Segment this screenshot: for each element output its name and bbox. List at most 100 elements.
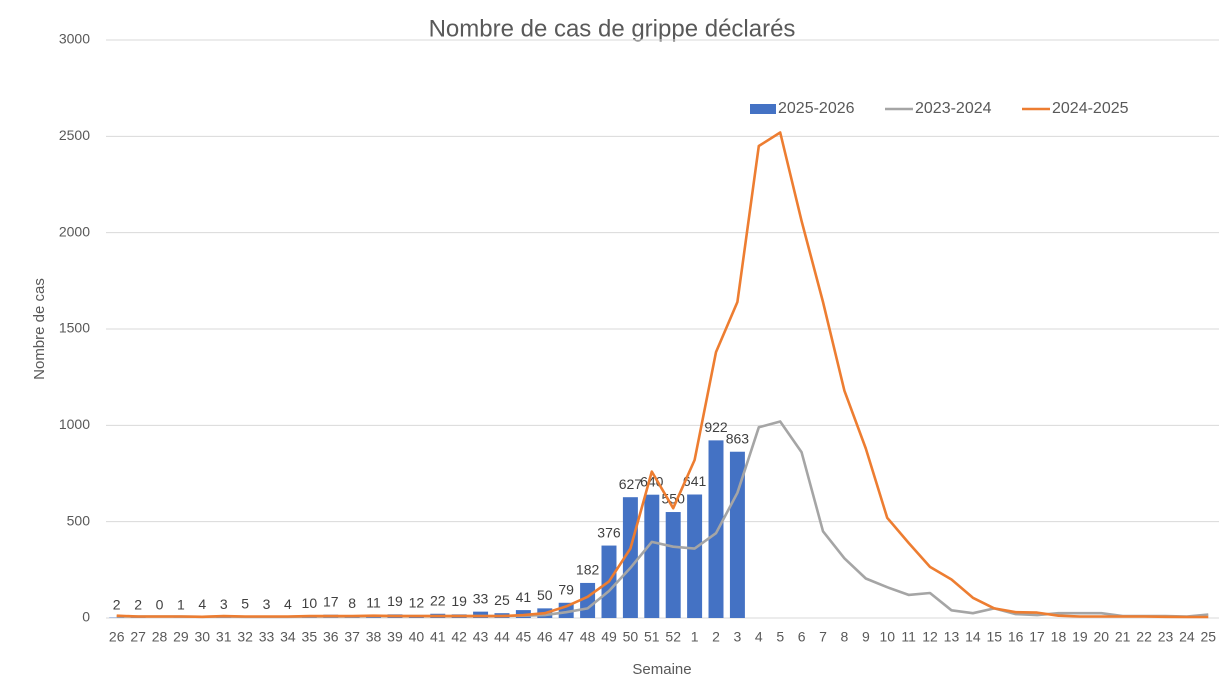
data-label: 640 [640,473,664,489]
legend-text: 2025-2026 [778,100,855,117]
x-tick-label: 23 [1158,629,1174,645]
x-tick-label: 41 [430,629,446,645]
x-tick-label: 14 [965,629,981,645]
data-label: 4 [284,596,292,612]
data-label: 182 [576,562,600,578]
data-label: 19 [387,593,403,609]
x-tick-label: 34 [280,629,296,645]
bar [729,451,745,618]
x-tick-label: 30 [195,629,211,645]
bar [687,494,703,618]
x-tick-label: 9 [862,629,870,645]
data-label: 2 [113,596,121,612]
data-label: 12 [409,594,425,610]
x-tick-label: 15 [986,629,1002,645]
x-tick-label: 38 [366,629,382,645]
data-label: 19 [451,593,467,609]
x-tick-label: 25 [1201,629,1217,645]
x-tick-label: 48 [580,629,596,645]
x-tick-label: 36 [323,629,339,645]
x-tick-label: 6 [798,629,806,645]
x-tick-label: 24 [1179,629,1195,645]
data-label: 17 [323,593,339,609]
x-tick-label: 51 [644,629,660,645]
line [116,420,1209,619]
x-tick-label: 31 [216,629,232,645]
data-label: 5 [241,596,249,612]
data-label: 4 [198,596,206,612]
x-tick-label: 8 [841,629,849,645]
data-label: 2 [134,596,142,612]
x-tick-label: 12 [922,629,938,645]
y-tick-label: 3000 [59,31,90,47]
x-tick-label: 35 [302,629,318,645]
data-label: 11 [366,595,381,611]
x-tick-label: 28 [152,629,168,645]
data-label: 33 [473,590,489,606]
data-label: 8 [348,595,356,611]
x-tick-label: 5 [776,629,784,645]
x-tick-label: 32 [237,629,253,645]
x-tick-label: 47 [558,629,574,645]
x-tick-label: 50 [623,629,639,645]
data-label: 41 [516,589,532,605]
x-tick-label: 18 [1051,629,1067,645]
x-tick-label: 29 [173,629,189,645]
data-label: 922 [704,419,728,435]
data-label: 10 [302,595,318,611]
x-tick-label: 39 [387,629,403,645]
data-label: 79 [558,581,574,597]
x-axis-title: Semaine [632,661,691,678]
y-axis-title: Nombre de cas [31,278,48,380]
x-tick-label: 2 [712,629,720,645]
y-tick-label: 1500 [59,320,90,336]
x-tick-label: 3 [734,629,742,645]
x-tick-label: 46 [537,629,553,645]
chart-title: Nombre de cas de grippe déclarés [429,15,796,42]
bar [622,497,638,618]
x-tick-label: 16 [1008,629,1024,645]
data-label: 0 [156,597,164,613]
x-tick-label: 22 [1136,629,1152,645]
y-tick-label: 1000 [59,416,90,432]
data-label: 376 [597,524,621,540]
x-tick-label: 13 [944,629,960,645]
data-label: 50 [537,587,553,603]
legend-swatch [750,104,776,114]
data-label: 3 [220,596,228,612]
x-tick-label: 10 [879,629,895,645]
data-label: 1 [177,597,185,613]
x-tick-label: 43 [473,629,489,645]
bar [708,440,724,618]
x-tick-label: 4 [755,629,763,645]
x-tick-label: 20 [1093,629,1109,645]
x-tick-label: 37 [344,629,360,645]
bar [644,494,660,618]
data-label: 863 [726,430,750,446]
legend-text: 2023-2024 [915,100,992,117]
data-label: 3 [263,596,271,612]
x-tick-label: 44 [494,629,510,645]
y-tick-label: 2000 [59,223,90,239]
x-tick-label: 42 [451,629,467,645]
bar [665,512,681,618]
x-tick-label: 33 [259,629,275,645]
y-tick-label: 2500 [59,127,90,143]
legend-text: 2024-2025 [1052,100,1129,117]
line [116,131,1209,619]
data-label: 25 [494,592,510,608]
y-tick-label: 500 [67,512,91,528]
x-tick-label: 21 [1115,629,1131,645]
y-tick-label: 0 [82,609,90,625]
data-label: 641 [683,473,707,489]
x-tick-label: 11 [901,629,916,645]
data-label: 627 [619,476,643,492]
x-tick-label: 45 [516,629,532,645]
x-tick-label: 27 [130,629,146,645]
x-tick-label: 49 [601,629,617,645]
x-tick-label: 17 [1029,629,1045,645]
x-tick-label: 19 [1072,629,1088,645]
x-tick-label: 40 [409,629,425,645]
data-label: 22 [430,592,446,608]
